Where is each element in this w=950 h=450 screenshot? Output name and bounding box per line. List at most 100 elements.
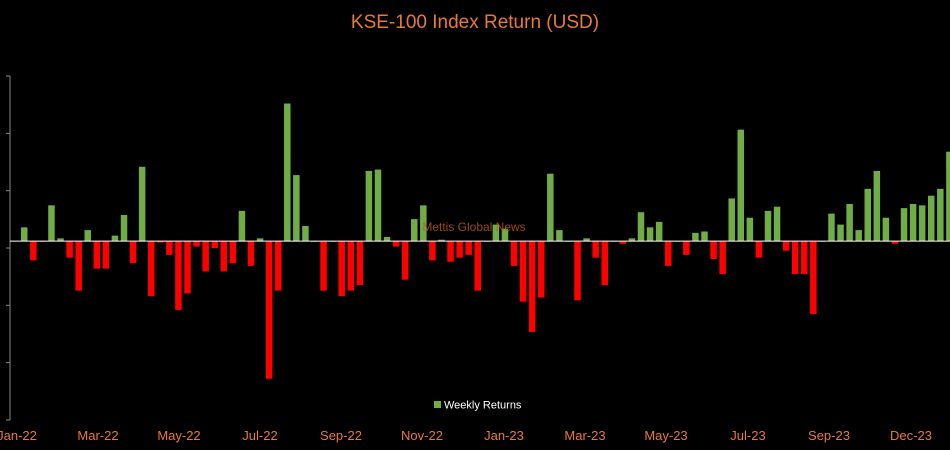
- x-tick-label: May-22: [157, 428, 200, 443]
- x-tick-label: Mar-23: [564, 428, 605, 443]
- bar: [918, 205, 926, 242]
- bar: [882, 217, 890, 242]
- bar: [547, 173, 554, 242]
- bar: [637, 212, 645, 242]
- x-tick-label: Jul-23: [730, 428, 765, 443]
- bar: [474, 241, 481, 291]
- bar: [383, 236, 391, 242]
- bar: [129, 241, 137, 264]
- bar: [946, 151, 950, 242]
- bar: [184, 241, 191, 294]
- x-tick-label: Jul-22: [242, 428, 277, 443]
- bar: [93, 241, 101, 269]
- bar: [619, 241, 627, 244]
- bar: [338, 241, 345, 297]
- bar: [238, 210, 246, 242]
- x-tick-label: Mar-22: [77, 428, 118, 443]
- bar: [447, 241, 454, 262]
- bar: [211, 241, 218, 248]
- bar: [755, 241, 763, 258]
- bar: [692, 232, 699, 242]
- x-tick-label: Sep-23: [808, 428, 850, 443]
- x-tick-label: Nov-22: [401, 428, 443, 443]
- x-tick-label: Sep-22: [320, 428, 362, 443]
- bar: [75, 241, 82, 291]
- x-axis-tick-labels: Jan-22 Mar-22 May-22 Jul-22 Sep-22 Nov-22 Jan-…: [0, 428, 932, 443]
- bar: [111, 235, 119, 242]
- bar: [646, 227, 654, 242]
- bar: [193, 241, 200, 247]
- bar: [873, 170, 881, 242]
- bar: [284, 103, 291, 242]
- bar: [519, 241, 527, 302]
- bar: [48, 205, 55, 242]
- bar: [846, 203, 853, 242]
- bar: [655, 221, 663, 242]
- bar: [21, 227, 28, 242]
- bar: [66, 241, 73, 258]
- bar: [411, 219, 418, 242]
- bar: [937, 188, 944, 242]
- bar: [356, 241, 364, 286]
- bar: [429, 241, 436, 261]
- bar: [791, 241, 799, 275]
- bar: [147, 241, 155, 297]
- bar: [773, 206, 781, 242]
- bar: [556, 230, 563, 242]
- bar: [120, 214, 128, 242]
- bar: [274, 241, 282, 291]
- bar: [265, 241, 273, 379]
- bar-series: [21, 103, 950, 379]
- legend: Weekly Returns: [434, 400, 522, 412]
- bar: [256, 238, 264, 242]
- bar: [574, 241, 581, 301]
- bar: [420, 205, 427, 242]
- bar: [683, 241, 690, 255]
- legend-swatch: [434, 401, 441, 408]
- bar: [501, 228, 509, 242]
- bar: [456, 241, 463, 258]
- bar: [30, 241, 37, 261]
- bar: [728, 198, 735, 242]
- x-tick-label: Jan-22: [0, 428, 37, 443]
- bar: [782, 241, 790, 251]
- bar: [855, 230, 862, 242]
- bar: [737, 129, 745, 242]
- bar: [84, 230, 91, 242]
- bar: [157, 241, 164, 243]
- chart-title: KSE-100 Index Return (USD): [351, 12, 599, 33]
- bar: [909, 203, 917, 242]
- bar: [583, 238, 590, 242]
- bar: [828, 213, 835, 242]
- bar: [701, 231, 708, 242]
- bar: [374, 169, 382, 242]
- legend-label: Weekly Returns: [444, 400, 522, 412]
- x-tick-label: Jan-23: [484, 428, 524, 443]
- bar: [764, 210, 772, 242]
- bar: [229, 241, 237, 264]
- bar: [601, 241, 608, 286]
- bar: [166, 241, 173, 255]
- bar: [102, 241, 110, 269]
- bar: [220, 241, 228, 272]
- bar: [57, 238, 64, 242]
- bar: [392, 241, 400, 247]
- bar: [664, 241, 672, 266]
- bar: [746, 217, 754, 242]
- bar: [864, 188, 872, 242]
- bar: [592, 241, 599, 258]
- bar: [801, 241, 808, 275]
- bar: [438, 239, 445, 242]
- bar: [401, 241, 409, 280]
- bar: [510, 241, 518, 266]
- bar: [347, 241, 355, 291]
- y-axis-ticks: [6, 75, 10, 421]
- bar: [528, 241, 536, 332]
- bar: [365, 170, 373, 242]
- watermark-text: Mettis Global News: [422, 220, 525, 234]
- bar: [537, 241, 545, 298]
- bar: [175, 241, 182, 310]
- bar: [138, 166, 146, 242]
- bar: [302, 225, 309, 242]
